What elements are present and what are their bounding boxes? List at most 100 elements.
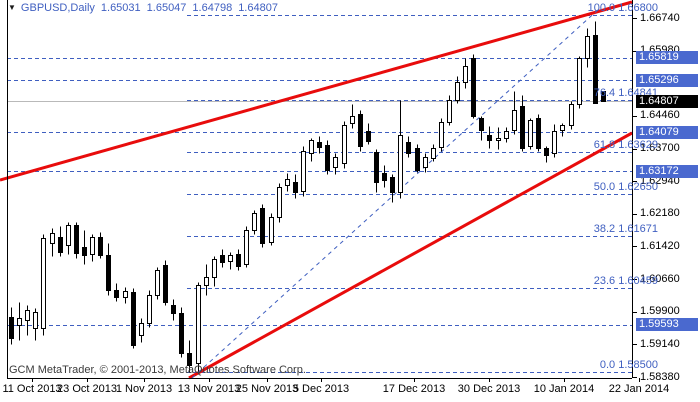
candle-body-bull [577,58,582,105]
candle [277,183,282,223]
ohlc-header: ▼ GBPUSD,Daily 1.65031 1.65047 1.64798 1.6480… [8,2,284,14]
price-axis-label: 1.63700 [640,142,680,155]
symbol-collapse-icon[interactable]: ▼ [8,3,16,12]
candle-body-bear [415,148,420,171]
candle [285,173,290,192]
candle-body-bear [479,118,484,131]
candle [269,213,274,246]
candle-body-bear [366,131,371,142]
candle-body-bull [228,255,233,262]
price-badge-1.65296: 1.65296 [636,73,698,87]
candle-body-bull [423,157,428,168]
candle-body-bull [50,233,55,244]
date-axis-label: 11 Oct 2013 [2,383,62,395]
candle-body-bear [131,292,136,346]
candle [179,307,184,358]
price-axis-label: 1.64460 [640,109,680,122]
candle [350,104,355,129]
price-axis-label: 1.61420 [640,239,680,252]
candle [131,288,136,349]
candle [90,234,95,262]
candle-body-bull [552,131,557,154]
candle-body-bull [496,138,501,141]
candle [139,318,144,343]
candle-body-bear [544,148,549,156]
candle [390,174,395,203]
candle-body-bull [196,285,201,364]
candle [236,249,241,271]
candle [423,153,428,173]
candle-body-bull [560,125,565,131]
price-axis-label: 1.59900 [640,305,680,318]
date-axis-label: 23 Oct 2013 [57,383,117,395]
candle-body-bull [66,225,71,246]
candle [569,101,574,130]
candle [544,146,549,163]
price-axis-label: 1.62180 [640,207,680,220]
fib-level-label-38.2: 38.2 1.61671 [593,222,658,235]
candle-body-bull [285,179,290,186]
lower-channel-line [188,131,633,380]
candle [447,95,452,126]
candle-body-bull [90,237,95,255]
candle [536,114,541,152]
fib-baseline [191,7,601,379]
candle-body-bull [455,82,460,101]
candle-body-bear [179,313,184,354]
candle-body-bear [520,106,525,149]
candle-body-bull [309,140,314,154]
price-badge-1.64079: 1.64079 [636,125,698,139]
candle [577,56,582,109]
candle [382,165,387,188]
candle [196,282,201,372]
fib-level-label-100.0: 100.0 1.66800 [587,2,658,15]
candle-body-bear [58,237,63,253]
candle [66,222,71,255]
candle [512,91,517,135]
candle-body-bear [536,118,541,149]
candle [455,76,460,104]
candle [601,91,606,102]
candle-body-bear [325,145,330,171]
candle-body-bear [382,173,387,181]
candle [471,54,476,119]
candle [593,21,598,104]
candle-body-bull [33,312,38,329]
date-axis-label: 10 Jan 2014 [533,383,595,395]
candle-body-bear [187,353,192,366]
candle [358,110,363,152]
candle-body-bull [147,295,152,324]
candle [171,299,176,321]
candle-body-bull [398,135,403,193]
candle-body-bull [342,125,347,164]
candle [293,174,298,199]
candle-body-bull [463,66,468,83]
candle-body-bull [333,157,338,168]
candle [114,283,119,302]
candle-body-bull [447,100,452,123]
candle-body-bull [431,148,436,159]
candle-body-bull [269,217,274,243]
ohlc-open-value: 1.65031 [100,2,141,14]
date-axis-label: 17 Dec 2013 [382,383,446,395]
candle [398,100,403,199]
candle [163,260,168,306]
candle [479,116,484,141]
candle-body-bull [17,318,22,326]
candle-body-bull [585,36,590,59]
candle [366,123,371,145]
price-axis-label: 1.60660 [640,272,680,285]
candle [50,228,55,257]
ohlc-high-value: 1.65047 [146,2,187,14]
candle [17,302,22,341]
price-axis-label: 1.59140 [640,337,680,350]
price-badge-1.59593: 1.59593 [636,318,698,332]
candle [220,249,225,268]
price-badge-1.63172: 1.63172 [636,164,698,178]
fib-level-label-61.8: 61.8 1.63629 [593,138,658,151]
current-price-badge: 1.64807 [636,94,698,108]
candle-body-bear [260,208,265,244]
candle [58,226,63,257]
